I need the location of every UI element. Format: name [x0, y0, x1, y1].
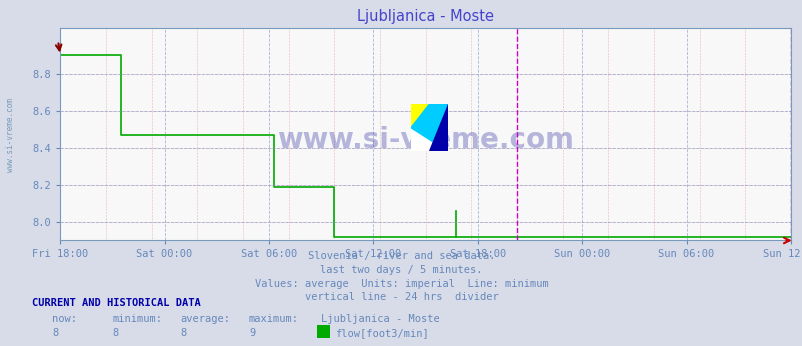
Text: 8: 8 — [180, 328, 187, 338]
Text: 8: 8 — [52, 328, 59, 338]
Title: Ljubljanica - Moste: Ljubljanica - Moste — [357, 9, 493, 24]
Text: Values: average  Units: imperial  Line: minimum: Values: average Units: imperial Line: mi… — [254, 279, 548, 289]
Text: 9: 9 — [249, 328, 255, 338]
Text: maximum:: maximum: — [249, 315, 298, 325]
Text: CURRENT AND HISTORICAL DATA: CURRENT AND HISTORICAL DATA — [32, 298, 200, 308]
Text: www.si-vreme.com: www.si-vreme.com — [277, 126, 573, 154]
Text: last two days / 5 minutes.: last two days / 5 minutes. — [320, 265, 482, 275]
Text: minimum:: minimum: — [112, 315, 162, 325]
Text: average:: average: — [180, 315, 230, 325]
Text: 8: 8 — [112, 328, 119, 338]
Text: vertical line - 24 hrs  divider: vertical line - 24 hrs divider — [304, 292, 498, 302]
Text: www.si-vreme.com: www.si-vreme.com — [6, 98, 15, 172]
Text: now:: now: — [52, 315, 77, 325]
Text: flow[foot3/min]: flow[foot3/min] — [334, 328, 428, 338]
Text: Ljubljanica - Moste: Ljubljanica - Moste — [321, 315, 439, 325]
Text: Slovenia / river and sea data.: Slovenia / river and sea data. — [307, 251, 495, 261]
